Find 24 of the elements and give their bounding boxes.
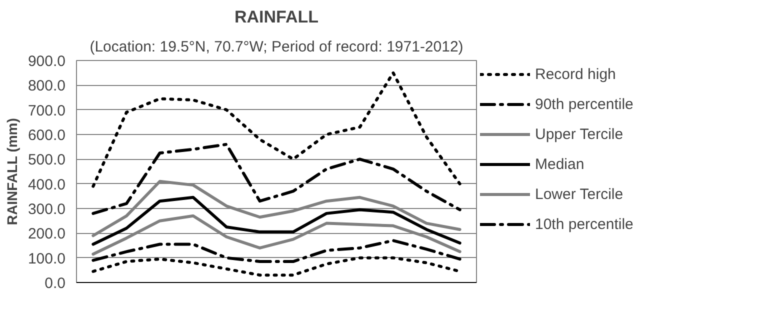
line-series [92,71,462,188]
y-tick-label: 900.0 [28,53,66,70]
legend-label: Upper Tercile [535,126,624,142]
y-tick-label: 700.0 [28,102,66,120]
y-tick-label: 100.0 [28,250,66,268]
legend-label: 90th percentile [535,96,634,112]
y-axis-title: RAINFALL (mm) [4,118,20,226]
line-series [92,180,462,238]
y-tick-label: 800.0 [28,78,66,95]
legend-label: Median [535,156,584,172]
chart-subtitle: (Location: 19.5°N, 70.7°W; Period of record: 1971-2012) [90,38,464,56]
y-tick-label: 400.0 [28,176,66,194]
y-tick-label: 500.0 [28,152,66,169]
legend-label: Lower Tercile [535,186,624,202]
y-tick-label: 600.0 [28,127,66,144]
y-tick-label: 0.0 [44,275,66,292]
chart-title: RAINFALL [234,8,319,26]
y-tick-label: 300.0 [28,201,66,218]
line-series [92,239,462,264]
line-series [92,142,462,215]
y-tick-label: 200.0 [28,226,66,243]
line-series [92,196,462,246]
legend-label: 10th percentile [535,216,634,232]
legend-label: Record high [535,66,616,82]
